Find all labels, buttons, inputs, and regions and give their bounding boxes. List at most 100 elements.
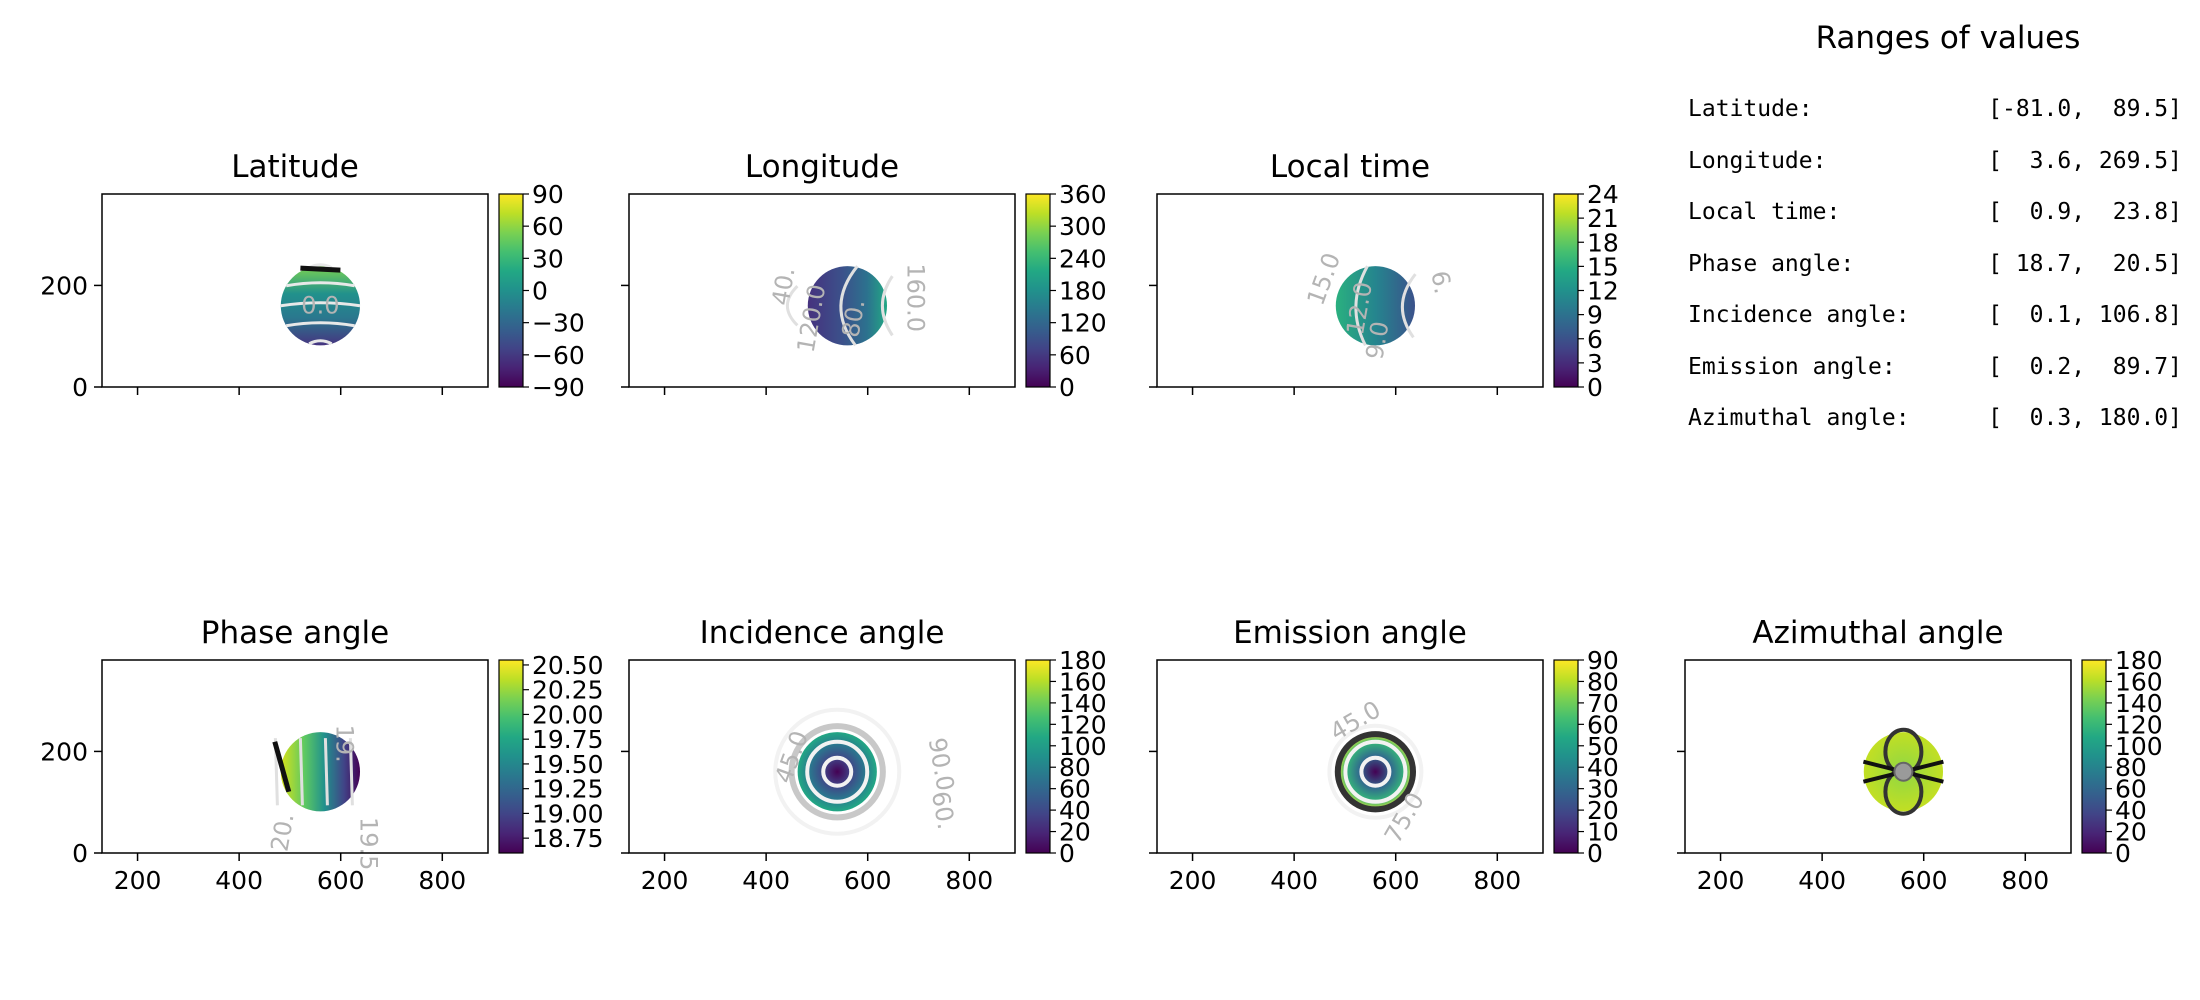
contour-label: 120.0 — [792, 282, 832, 355]
contour-line — [1400, 273, 1417, 339]
colorbar-tick-label: 80 — [1059, 753, 1091, 782]
colorbar-tick-label: 20.25 — [532, 676, 604, 705]
subplot-longitude: Longitude 120.0 80. 160.0 40. 360 300 240 180 120… — [621, 149, 1107, 402]
colorbar-tick-label: 80 — [1587, 667, 1619, 696]
range-row: Emission angle: [ 0.2, 89.7] — [1688, 354, 2182, 406]
contour-ring — [1359, 755, 1392, 788]
contour-ring — [1327, 723, 1424, 820]
range-label: Emission angle: — [1688, 353, 1896, 380]
colorbar-tick-label: 15 — [1587, 252, 1619, 281]
range-value: [-81.0, 89.5] — [1988, 96, 2182, 122]
contour-line — [300, 265, 341, 273]
colorbar — [1025, 193, 1051, 388]
colorbar — [2081, 659, 2107, 854]
x-tick-label: 400 — [1798, 866, 1846, 895]
x-tick-label: 600 — [1372, 866, 1420, 895]
colorbar-tick-label: 90 — [532, 180, 564, 209]
contour-label: 80. — [836, 297, 870, 339]
colorbar-tick-label: 120 — [1059, 309, 1107, 338]
contour-label: 6. — [1425, 269, 1457, 296]
colorbar-tick-label: 3 — [1587, 349, 1603, 378]
colorbar-tick-label: 18 — [1587, 228, 1619, 257]
range-row: Latitude: [-81.0, 89.5] — [1688, 96, 2182, 148]
y-tick-label: 0 — [72, 373, 88, 402]
range-label: Azimuthal angle: — [1688, 405, 1910, 431]
contour-line — [881, 275, 894, 337]
x-tick-label: 400 — [215, 866, 263, 895]
subplot-title: Emission angle — [1233, 615, 1467, 651]
contour-label: 90.0 — [923, 736, 960, 793]
colorbar-tick-label: 24 — [1587, 180, 1619, 209]
axes-frame — [1156, 659, 1544, 854]
colorbar-tick-label: 160 — [2115, 667, 2163, 696]
subplot-title: Phase angle — [201, 615, 389, 651]
x-tick-label: 800 — [1473, 866, 1521, 895]
colorbar-tick-label: 19.00 — [532, 799, 604, 828]
subplot-title: Latitude — [231, 149, 359, 185]
contour-label: 0.0 — [301, 292, 339, 320]
colorbar — [1553, 193, 1579, 388]
ranges-title: Ranges of values — [1815, 20, 2081, 56]
subplot-latitude: Latitude 0.0 0 200 90 60 30 0 −30 −60 −90 — [40, 149, 584, 402]
axes-frame — [628, 659, 1016, 854]
colorbar-tick-label: 0 — [1587, 373, 1603, 402]
planet-disk — [1335, 266, 1416, 346]
contour-ring — [788, 723, 886, 821]
colorbar-tick-label: 0 — [2115, 839, 2131, 868]
contour-ring — [1343, 739, 1408, 804]
planet-disk — [807, 266, 888, 346]
contour-label: 19.5 — [354, 817, 382, 870]
range-row: Local time: [ 0.9, 23.8] — [1688, 199, 2182, 251]
colorbar-tick-label: 180 — [2115, 646, 2163, 675]
colorbar-tick-label: 0 — [1059, 839, 1075, 868]
colorbar-tick-label: 30 — [1587, 775, 1619, 804]
colorbar-tick-label: 160 — [1059, 667, 1107, 696]
colorbar-tick-label: 20.50 — [532, 651, 604, 680]
colorbar-tick-label: 20 — [1587, 796, 1619, 825]
x-tick-label: 800 — [418, 866, 466, 895]
colorbar-tick-label: 300 — [1059, 212, 1107, 241]
x-tick-label: 200 — [1169, 866, 1217, 895]
contour-line — [285, 321, 355, 328]
colorbar-tick-label: 60 — [532, 212, 564, 241]
axes-frame — [1684, 659, 2072, 854]
colorbar-tick-label: 120 — [2115, 710, 2163, 739]
x-tick-label: 600 — [317, 866, 365, 895]
contour-line — [1354, 265, 1369, 347]
contour-line — [785, 285, 799, 327]
colorbar-tick-label: 6 — [1587, 325, 1603, 354]
x-tick-label: 200 — [1697, 866, 1745, 895]
x-tick-label: 400 — [742, 866, 790, 895]
colorbar-tick-label: 60 — [2115, 775, 2147, 804]
colorbar-tick-label: −90 — [532, 373, 585, 402]
planet-disk — [280, 266, 361, 346]
x-tick-label: 600 — [844, 866, 892, 895]
colorbar-tick-label: 140 — [1059, 689, 1107, 718]
subplot-title: Local time — [1270, 149, 1430, 185]
axes-frame — [1156, 193, 1544, 388]
colorbar-tick-label: 9 — [1587, 301, 1603, 330]
contour-label: 9.0 — [1360, 319, 1394, 361]
axes-frame — [101, 193, 489, 388]
contour-label: 60. — [926, 789, 960, 831]
colorbar-tick-label: 10 — [1587, 818, 1619, 847]
x-tick-label: 800 — [945, 866, 993, 895]
x-tick-label: 600 — [1900, 866, 1948, 895]
contour-ring — [821, 755, 854, 788]
colorbar-tick-label: 20 — [1059, 818, 1091, 847]
colorbar-tick-label: −60 — [532, 341, 585, 370]
colorbar-tick-label: 21 — [1587, 204, 1619, 233]
colorbar-tick-label: 20 — [2115, 818, 2147, 847]
colorbar-tick-label: 240 — [1059, 244, 1107, 273]
colorbar-tick-label: 80 — [2115, 753, 2147, 782]
colorbar-tick-label: 19.50 — [532, 750, 604, 779]
range-value: [ 0.2, 89.7] — [1988, 353, 2182, 380]
range-row: Azimuthal angle: [ 0.3, 180.0] — [1688, 405, 2182, 457]
colorbar-tick-label: 40 — [1059, 796, 1091, 825]
ranges-list: Latitude: [-81.0, 89.5] Longitude: [ 3.6, 2… — [1688, 96, 2188, 457]
colorbar-tick-label: 12 — [1587, 277, 1619, 306]
range-label: Longitude: — [1688, 147, 1827, 174]
